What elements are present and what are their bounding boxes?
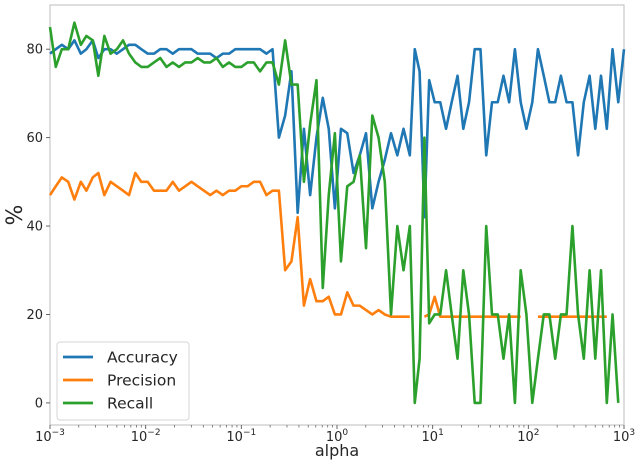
x-tick-label: 103 <box>613 428 635 445</box>
x-minor-ticks <box>78 425 620 428</box>
x-tick-label: 101 <box>422 428 444 445</box>
y-tick-label: 60 <box>26 131 43 146</box>
legend-label-recall: Recall <box>107 395 153 413</box>
y-tick-label: 0 <box>35 396 43 411</box>
legend-label-accuracy: Accuracy <box>107 349 178 367</box>
x-axis-ticks: 10−3 10−2 10−1 100 101 102 103 <box>35 425 635 445</box>
x-tick-label: 100 <box>326 428 349 445</box>
legend-box <box>56 341 190 421</box>
series-line-accuracy <box>49 39 626 219</box>
x-tick-label: 10−3 <box>35 428 65 445</box>
y-tick-label: 80 <box>26 43 43 58</box>
series-lines <box>48 21 626 405</box>
x-axis-label: alpha <box>315 441 359 460</box>
y-tick-label: 40 <box>26 220 43 235</box>
y-tick-label: 20 <box>26 308 43 323</box>
x-tick-label: 102 <box>517 428 539 445</box>
x-tick-label: 10−1 <box>226 428 256 445</box>
series-line-recall <box>48 21 620 405</box>
y-axis-label: % <box>3 205 28 226</box>
x-tick-label: 10−2 <box>131 428 161 445</box>
y-axis-ticks: 0 20 40 60 80 <box>26 43 50 411</box>
legend-label-precision: Precision <box>107 372 176 390</box>
legend: Accuracy Precision Recall <box>56 341 190 421</box>
